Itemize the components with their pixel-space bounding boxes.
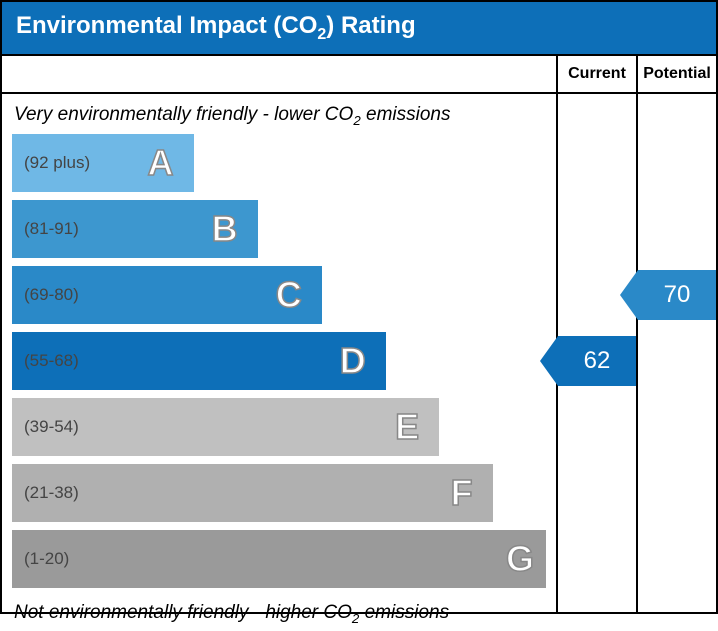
potential-pointer: 70: [638, 270, 716, 320]
current-column: 62: [556, 92, 636, 612]
band-range: (81-91): [12, 219, 79, 239]
header-current: Current: [556, 54, 636, 92]
band-c: (69-80) C: [12, 266, 322, 324]
page-title: Environmental Impact (CO2) Rating: [0, 0, 718, 54]
bands-chart: Very environmentally friendly - lower CO…: [2, 92, 556, 612]
band-range: (39-54): [12, 417, 79, 437]
band-letter: E: [395, 406, 419, 448]
band-b: (81-91) B: [12, 200, 258, 258]
legend-bottom: Not environmentally friendly - higher CO…: [12, 596, 546, 631]
band-f: (21-38) F: [12, 464, 493, 522]
band-range: (55-68): [12, 351, 79, 371]
rating-table: Current Potential Very environmentally f…: [0, 54, 718, 614]
legend-top: Very environmentally friendly - lower CO…: [12, 102, 546, 134]
current-value: 62: [584, 347, 611, 375]
band-a: (92 plus) A: [12, 134, 194, 192]
band-letter: A: [148, 142, 174, 184]
band-e: (39-54) E: [12, 398, 439, 456]
potential-column: 70: [636, 92, 716, 612]
bands-container: (92 plus) A (81-91) B (69-80) C (55-68) D (39-54…: [12, 134, 546, 588]
band-letter: F: [451, 472, 473, 514]
potential-value: 70: [664, 281, 691, 309]
band-range: (92 plus): [12, 153, 90, 173]
header-blank: [2, 54, 556, 92]
band-letter: C: [276, 274, 302, 316]
band-range: (21-38): [12, 483, 79, 503]
band-letter: D: [340, 340, 366, 382]
band-range: (69-80): [12, 285, 79, 305]
band-letter: B: [212, 208, 238, 250]
band-g: (1-20) G: [12, 530, 546, 588]
band-range: (1-20): [12, 549, 69, 569]
current-pointer: 62: [558, 336, 636, 386]
header-potential: Potential: [636, 54, 716, 92]
band-letter: G: [506, 538, 534, 580]
band-d: (55-68) D: [12, 332, 386, 390]
